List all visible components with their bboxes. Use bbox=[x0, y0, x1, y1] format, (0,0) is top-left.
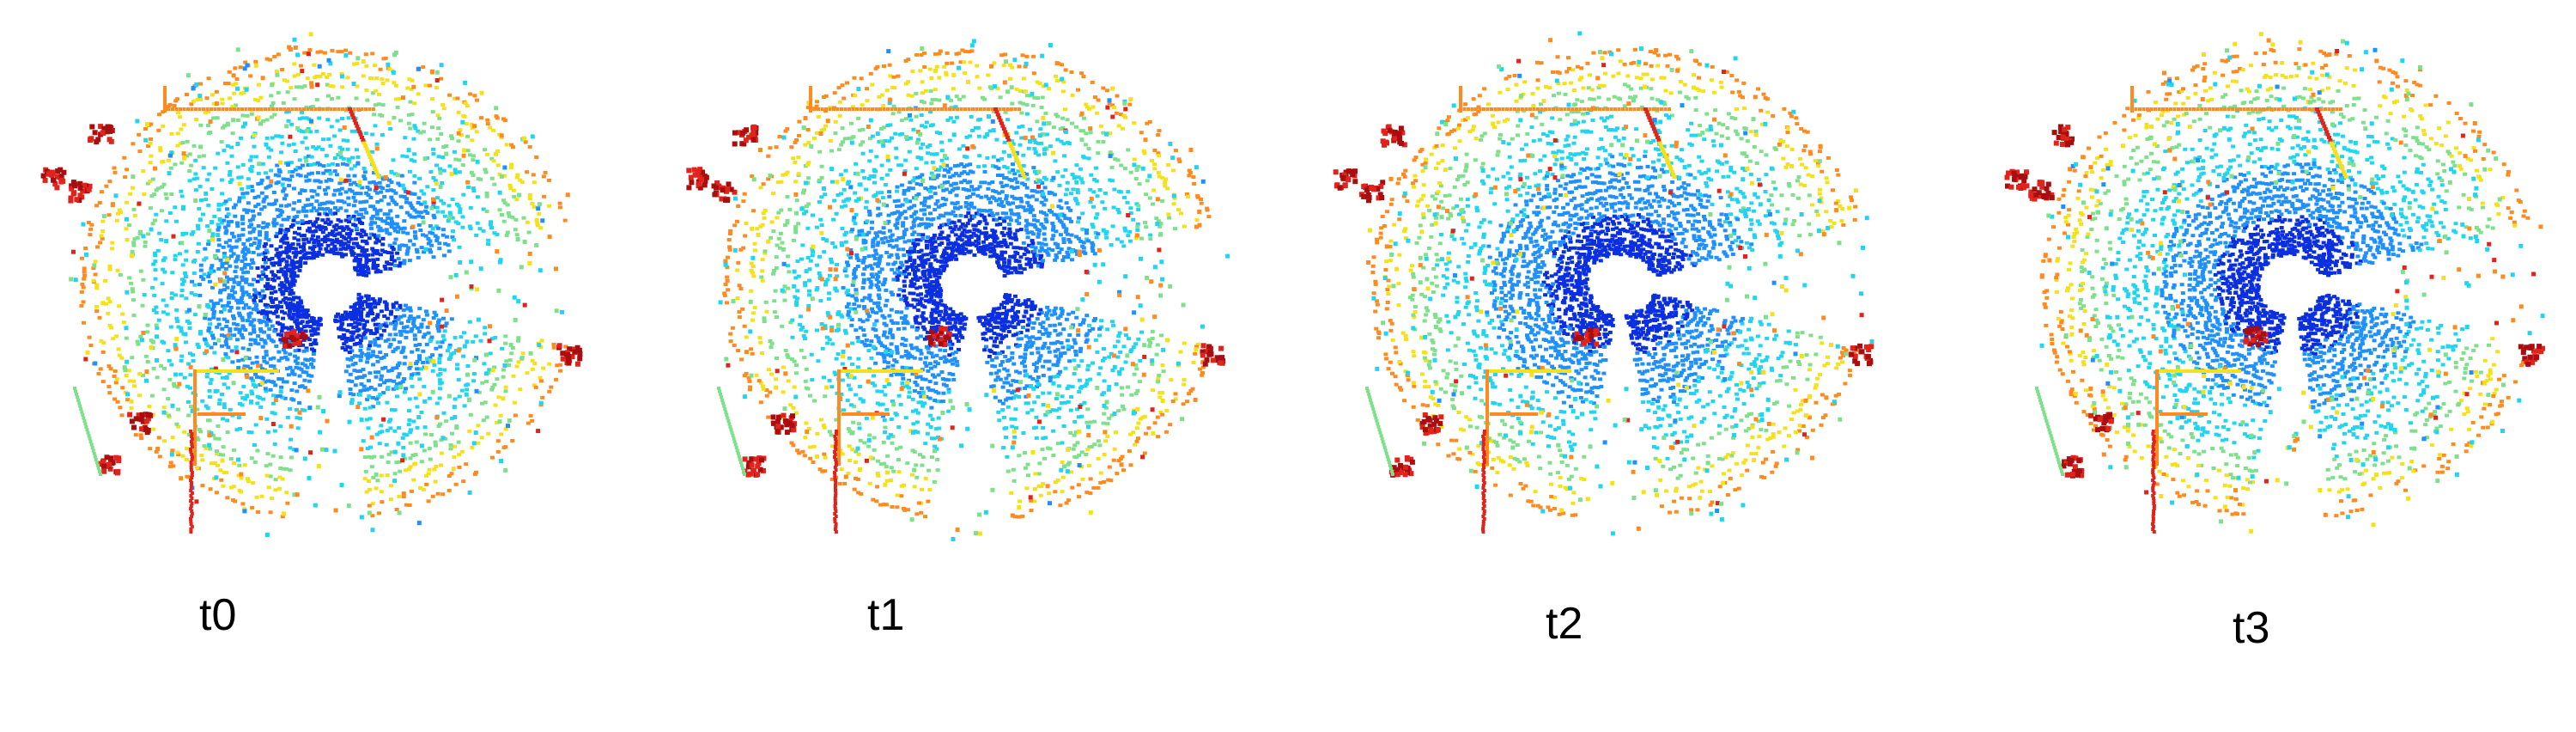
frame-label-t3: t3 bbox=[2233, 603, 2270, 653]
point-cloud-frame-t1 bbox=[678, 26, 1279, 541]
lidar-point-cloud-t2 bbox=[1333, 31, 1874, 536]
frame-label-t1: t1 bbox=[867, 590, 905, 640]
frame-label-t2: t2 bbox=[1546, 599, 1583, 649]
lidar-point-cloud-t1 bbox=[686, 39, 1230, 541]
point-cloud-frame-t3 bbox=[1996, 26, 2576, 541]
lidar-point-cloud-t3 bbox=[2004, 32, 2545, 534]
point-cloud-frame-t0 bbox=[34, 26, 635, 541]
frame-label-t0: t0 bbox=[199, 590, 237, 640]
point-cloud-frame-t2 bbox=[1327, 26, 1928, 541]
lidar-point-cloud-t0 bbox=[40, 32, 583, 538]
